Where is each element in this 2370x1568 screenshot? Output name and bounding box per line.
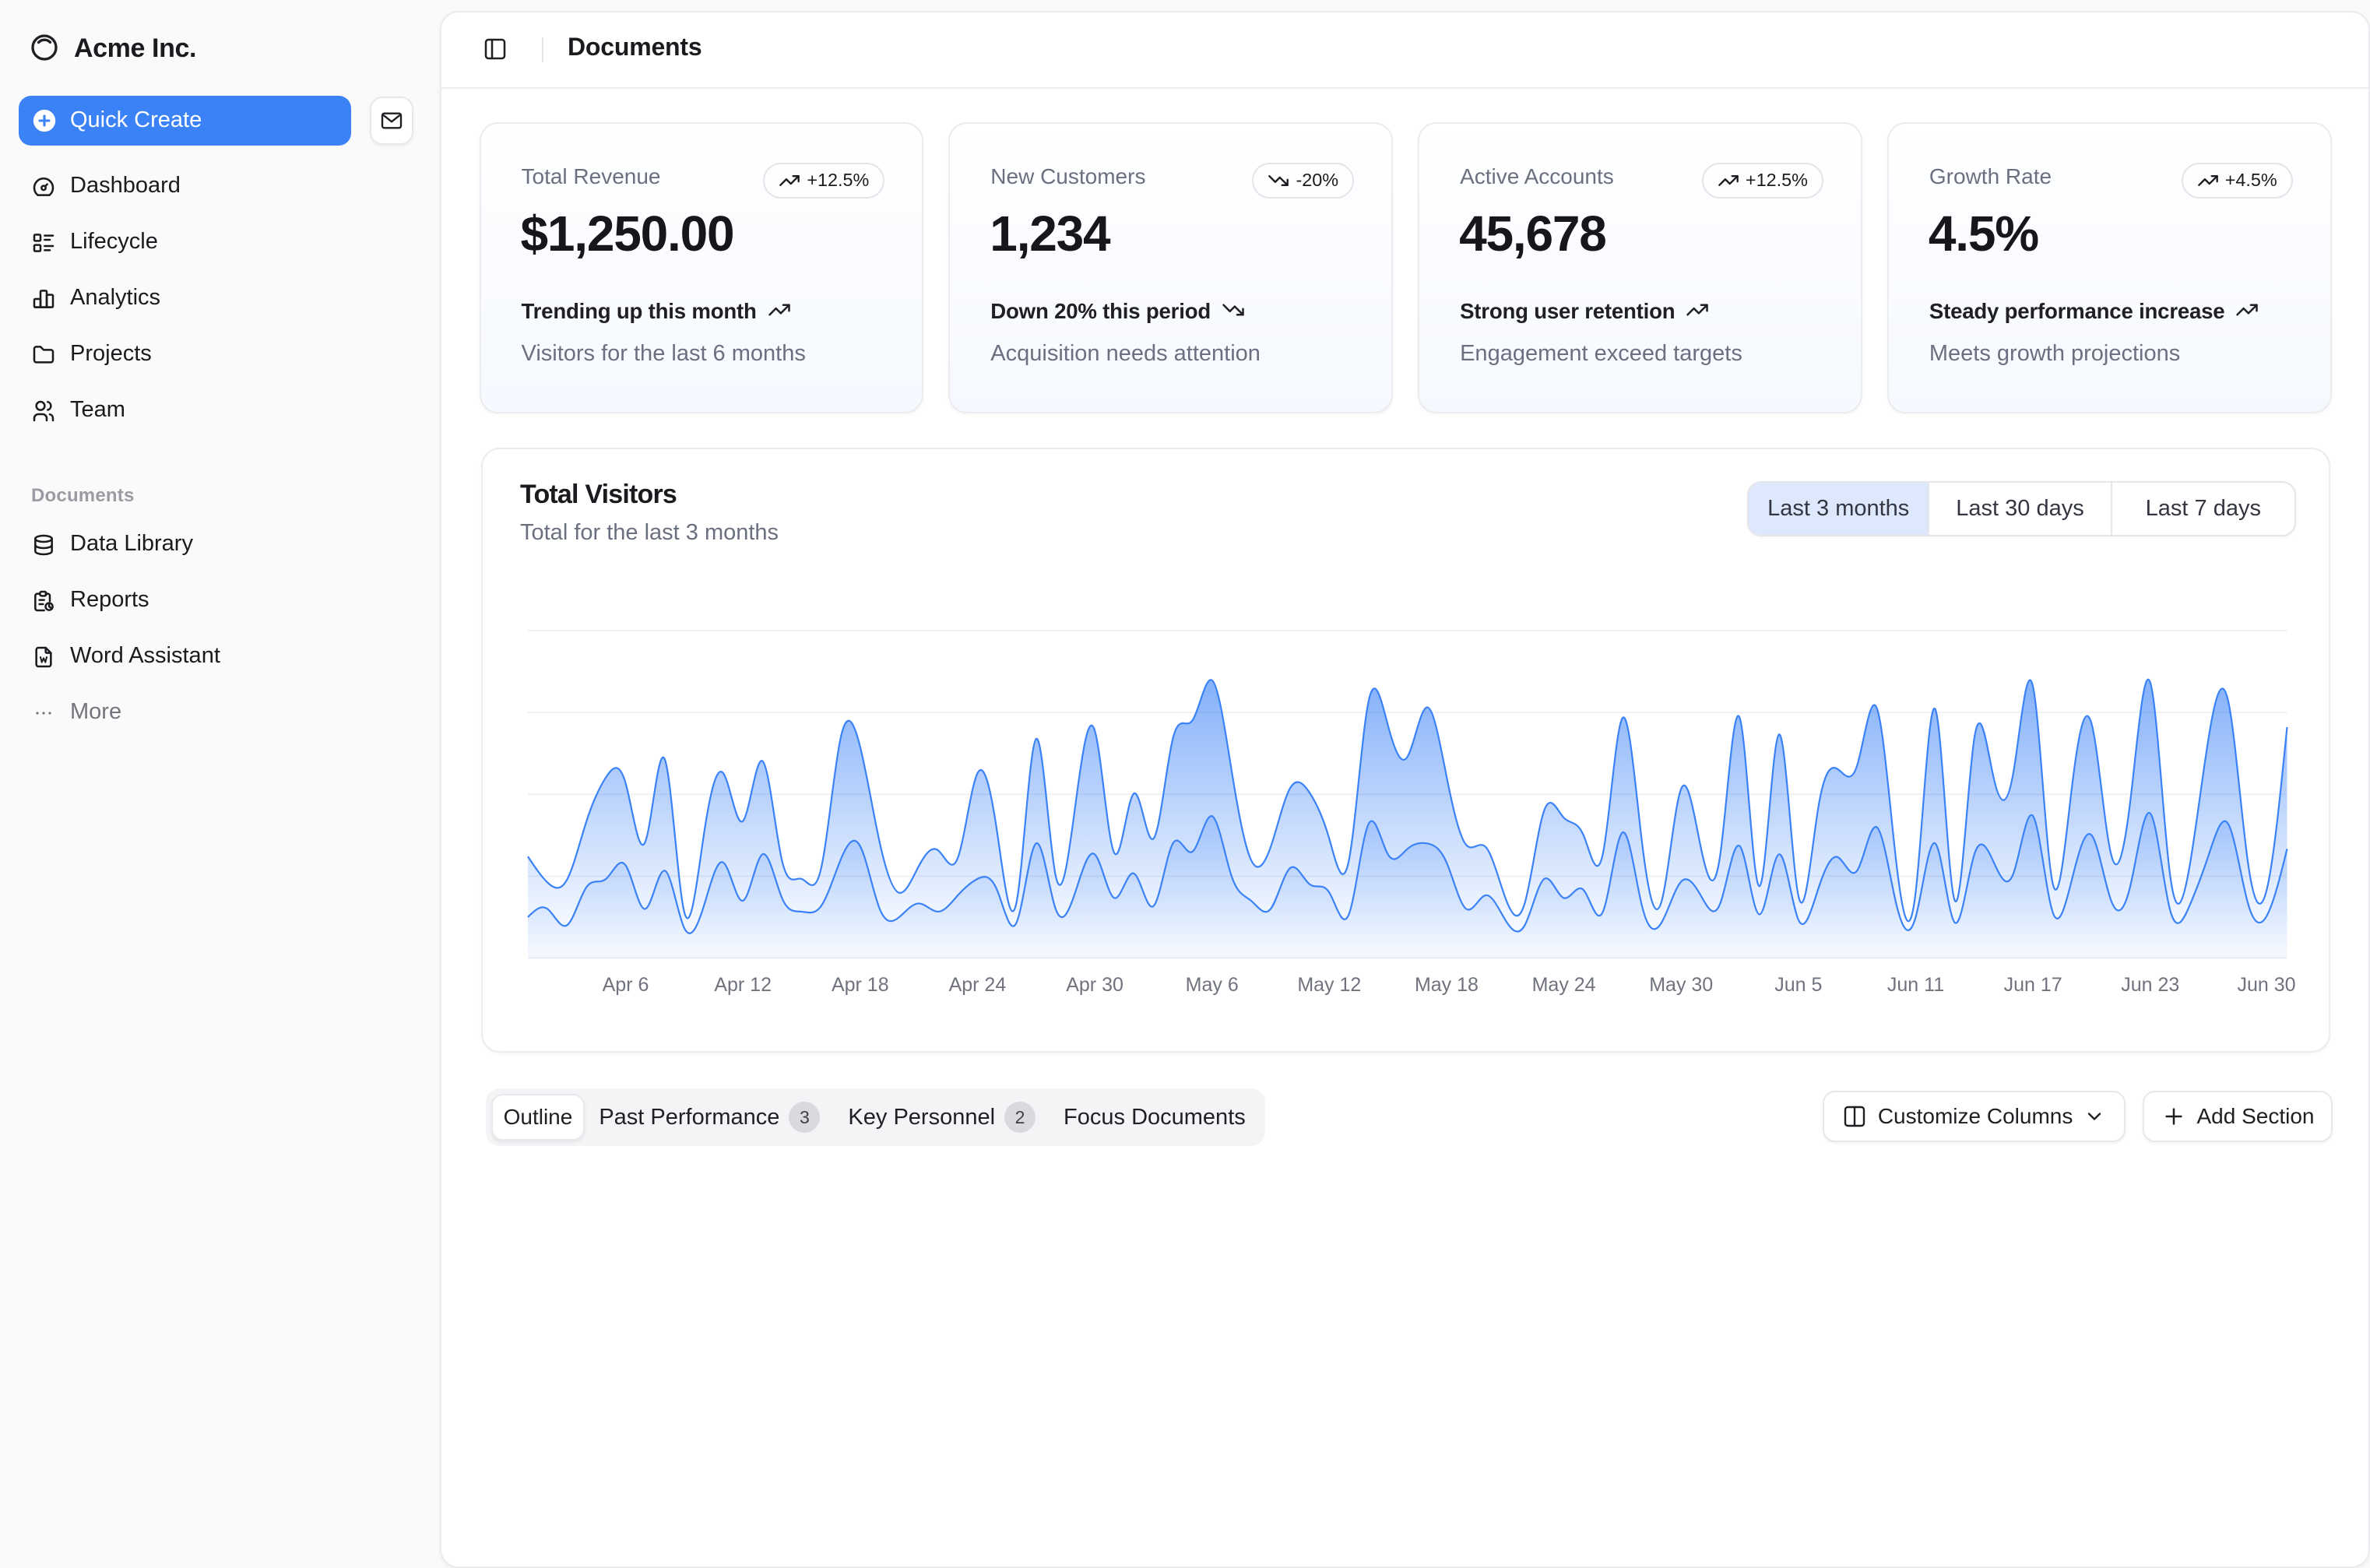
svg-text:Jun 23: Jun 23 [2121,974,2179,996]
svg-text:May 30: May 30 [1649,974,1713,996]
svg-text:Jun 5: Jun 5 [1774,974,1822,996]
svg-text:May 6: May 6 [1186,974,1239,996]
svg-text:May 18: May 18 [1415,974,1479,996]
svg-text:Jun 30: Jun 30 [2237,974,2294,996]
svg-text:Apr 30: Apr 30 [1066,974,1123,996]
svg-text:Apr 18: Apr 18 [832,974,889,996]
svg-text:Jun 11: Jun 11 [1887,974,1944,996]
svg-text:Apr 24: Apr 24 [949,974,1007,996]
svg-text:May 12: May 12 [1297,974,1361,996]
svg-text:Jun 17: Jun 17 [2004,974,2062,996]
svg-text:Apr 12: Apr 12 [714,974,772,996]
svg-text:May 24: May 24 [1532,974,1596,996]
svg-text:Apr 6: Apr 6 [603,974,649,996]
